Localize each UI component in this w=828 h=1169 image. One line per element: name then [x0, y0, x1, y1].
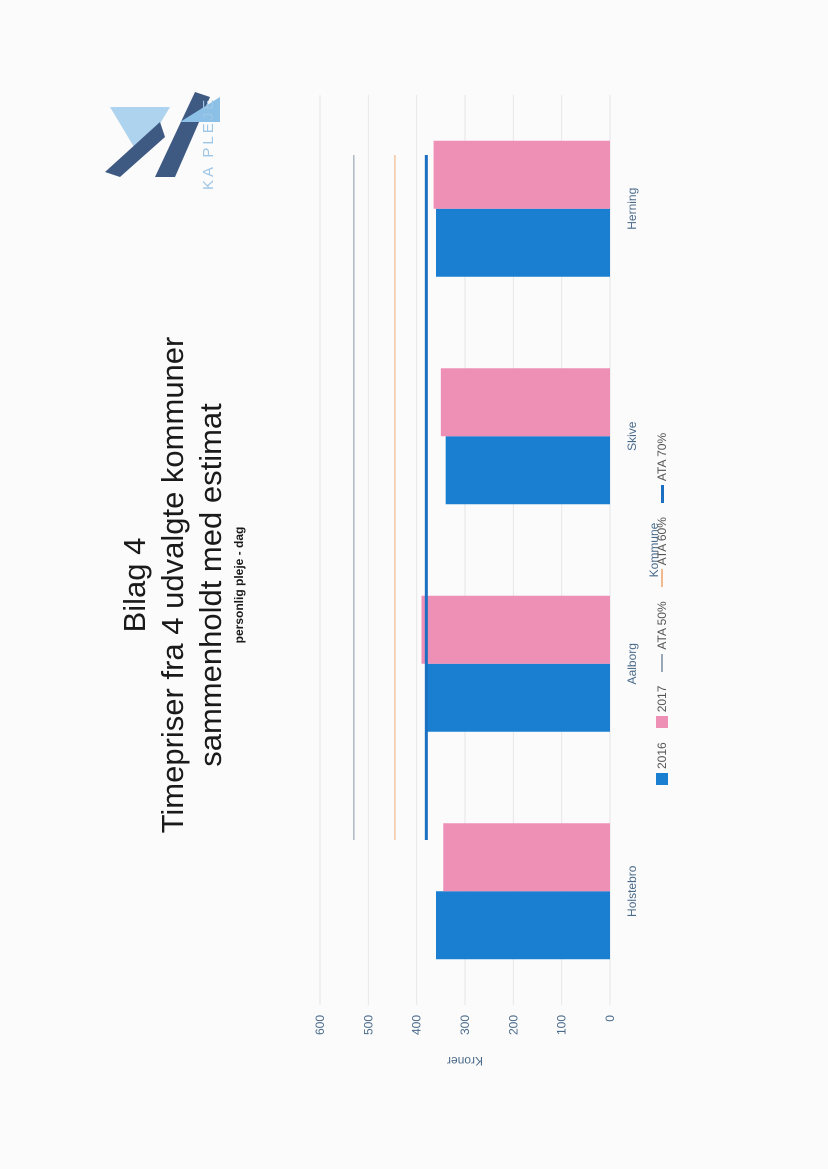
x-tick-label: Herning: [625, 188, 639, 230]
legend-line-ata60: [661, 569, 663, 588]
bar-2017-skive: [440, 368, 611, 437]
logo-shape-light-2: [180, 97, 220, 122]
ka-pleje-logo: [105, 92, 220, 177]
bar-2017-aalborg: [421, 595, 610, 664]
legend-label-2016: 2016: [655, 742, 669, 769]
legend-label-ata70: ATA 70%: [655, 432, 669, 482]
x-tick-label: Aalborg: [625, 643, 639, 684]
legend-line-ata70: [660, 485, 664, 504]
legend-swatch-2016: [656, 773, 668, 785]
x-tick-label: Skive: [625, 421, 639, 451]
y-tick-label: 600: [313, 1015, 327, 1035]
y-tick-label: 100: [555, 1015, 569, 1035]
bar-2016-herning: [436, 208, 610, 277]
bar-2016-skive: [445, 436, 610, 505]
legend-item-ata50: ATA 50%: [655, 601, 669, 672]
logo-shape-dark: [105, 122, 165, 177]
bar-2016-aalborg: [426, 663, 611, 732]
bar-2017-herning: [433, 140, 611, 209]
chart-legend: 2016 2017 ATA 50% ATA 60% ATA 70%: [655, 185, 669, 785]
bar-chart: 0 100 200 300 400 500 600 Kroner Holstebro Aalbor…: [313, 95, 661, 1068]
y-tick-label: 300: [458, 1015, 472, 1035]
legend-item-ata60: ATA 60%: [655, 517, 669, 588]
legend-line-ata50: [661, 653, 663, 672]
legend-label-2017: 2017: [655, 685, 669, 713]
legend-label-ata60: ATA 60%: [655, 517, 669, 566]
y-axis-label: Kroner: [447, 1054, 483, 1068]
legend-swatch-2017: [656, 716, 668, 729]
x-axis-label: Kommune: [647, 522, 661, 577]
y-tick-label: 500: [361, 1015, 375, 1035]
legend-item-2016: 2016: [655, 742, 669, 785]
y-tick-label: 400: [410, 1015, 424, 1035]
y-tick-label: 200: [506, 1015, 520, 1035]
bar-2016-holstebro: [436, 891, 610, 960]
legend-label-ata50: ATA 50%: [655, 601, 669, 650]
y-tick-label: 0: [603, 1015, 617, 1022]
bar-2017-holstebro: [443, 823, 610, 892]
legend-item-2017: 2017: [655, 686, 669, 729]
logo-shape-light: [110, 107, 170, 157]
legend-item-ata70: ATA 70%: [655, 432, 669, 504]
x-tick-label: Holstebro: [625, 865, 639, 917]
chart-frame: Bilag 4 Timepriser fra 4 udvalgte kommun…: [110, 85, 710, 1085]
